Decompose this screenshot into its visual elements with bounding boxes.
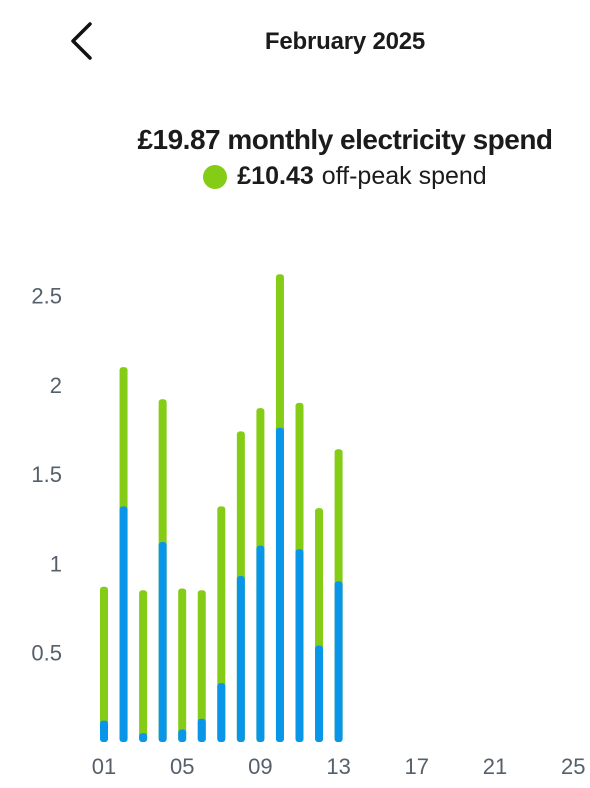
- offpeak-spend-amount: £10.43: [237, 162, 314, 190]
- bar-peak-day-09[interactable]: [256, 545, 265, 742]
- bar-peak-day-10[interactable]: [275, 427, 284, 742]
- bar-offpeak-day-01[interactable]: [100, 586, 108, 742]
- bar-peak-day-05[interactable]: [178, 729, 187, 742]
- bar-peak-day-06[interactable]: [197, 718, 206, 742]
- x-tick-label: 09: [248, 754, 272, 779]
- bar-peak-day-02[interactable]: [119, 506, 128, 742]
- bar-peak-day-13[interactable]: [334, 581, 343, 742]
- bar-peak-day-01[interactable]: [100, 720, 108, 742]
- y-tick-label: 1.5: [31, 462, 62, 487]
- y-tick-label: 2: [50, 373, 62, 398]
- monthly-spend: £19.87 monthly electricity spend: [100, 124, 590, 156]
- bar-peak-day-04[interactable]: [158, 542, 167, 742]
- daily-spend-chart: 0.5 1 1.5 2 2.5 01 05 09 13 17 21 25: [31, 274, 585, 779]
- x-tick-label: 01: [92, 754, 116, 779]
- header: February 2025: [0, 0, 590, 90]
- monthly-spend-label: monthly electricity spend: [227, 124, 553, 155]
- y-tick-label: 1: [50, 551, 62, 576]
- monthly-spend-amount: £19.87: [137, 124, 221, 155]
- y-tick-label: 0.5: [31, 641, 62, 666]
- offpeak-legend-dot: [203, 164, 228, 189]
- x-tick-label: 25: [561, 754, 585, 779]
- bar-peak-day-07[interactable]: [217, 683, 226, 742]
- back-button[interactable]: [58, 18, 104, 64]
- bar-offpeak-day-06[interactable]: [197, 590, 206, 742]
- chevron-left-icon: [71, 22, 92, 60]
- page-title: February 2025: [264, 28, 426, 55]
- bar-offpeak-day-07[interactable]: [217, 506, 226, 742]
- offpeak-spend: £10.43 off-peak spend: [100, 162, 590, 191]
- x-tick-label: 17: [405, 754, 429, 779]
- bar-peak-day-08[interactable]: [236, 575, 245, 742]
- bar-offpeak-day-03[interactable]: [139, 590, 148, 742]
- offpeak-spend-label: off-peak spend: [321, 162, 487, 190]
- bar-peak-day-12[interactable]: [315, 645, 324, 742]
- spend-summary: £19.87 monthly electricity spend £10.43 …: [0, 124, 590, 191]
- bar-peak-day-11[interactable]: [295, 549, 304, 742]
- x-tick-label: 21: [483, 754, 507, 779]
- y-tick-label: 2.5: [31, 284, 62, 309]
- x-tick-label: 13: [326, 754, 350, 779]
- bar-offpeak-day-05[interactable]: [178, 588, 187, 742]
- x-tick-label: 05: [170, 754, 194, 779]
- bar-peak-day-03[interactable]: [139, 733, 148, 742]
